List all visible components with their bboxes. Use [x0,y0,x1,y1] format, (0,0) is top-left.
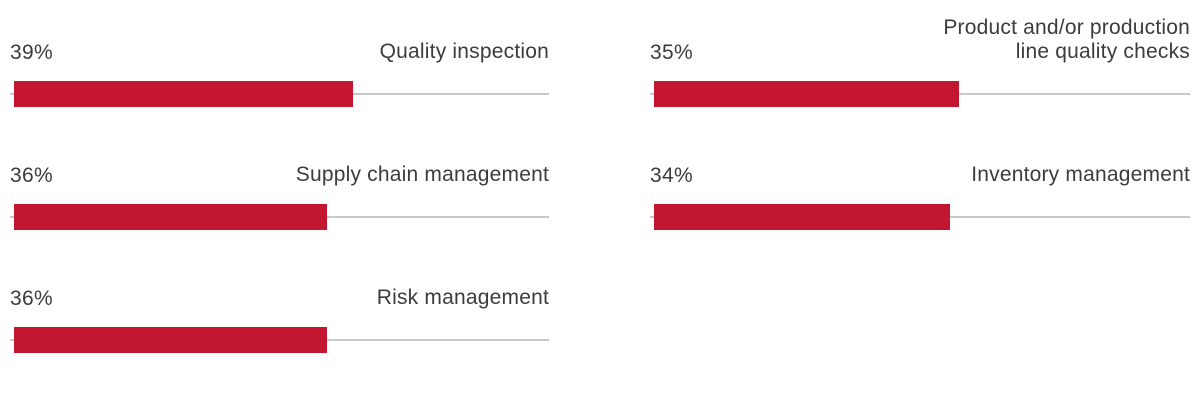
chart-column-right: 35% Product and/or production line quali… [650,16,1190,389]
bar-item: 34% Inventory management [650,143,1190,266]
category-label: Inventory management [971,163,1190,186]
bar-item-header: 36% Supply chain management [10,143,549,187]
value-label: 34% [650,164,693,187]
category-label: Quality inspection [379,40,549,63]
bar-item: 36% Risk management [10,266,549,389]
value-label: 36% [10,164,53,187]
bar [654,81,959,107]
bar-item: 39% Quality inspection [10,20,549,143]
bar-item-header: 39% Quality inspection [10,20,549,64]
bar-area [10,327,549,353]
bar [14,327,327,353]
category-label: Risk management [376,286,549,309]
bar-area [650,204,1190,230]
value-label: 39% [10,41,53,64]
bar [14,204,327,230]
category-label: Supply chain management [295,163,549,186]
bar-item: 35% Product and/or production line quali… [650,16,1190,143]
bar-area [10,81,549,107]
bar-area [10,204,549,230]
bar-item: 36% Supply chain management [10,143,549,266]
bar-item-header: 35% Product and/or production line quali… [650,16,1190,64]
bar-item-header: 34% Inventory management [650,143,1190,187]
bar [14,81,354,107]
value-label: 36% [10,287,53,310]
value-label: 35% [650,41,693,64]
bar-item-header: 36% Risk management [10,266,549,310]
category-label: Product and/or production line quality c… [943,16,1190,63]
bar-area [650,81,1190,107]
chart-column-left: 39% Quality inspection 36% Supply chain … [10,20,549,389]
bar [654,204,951,230]
